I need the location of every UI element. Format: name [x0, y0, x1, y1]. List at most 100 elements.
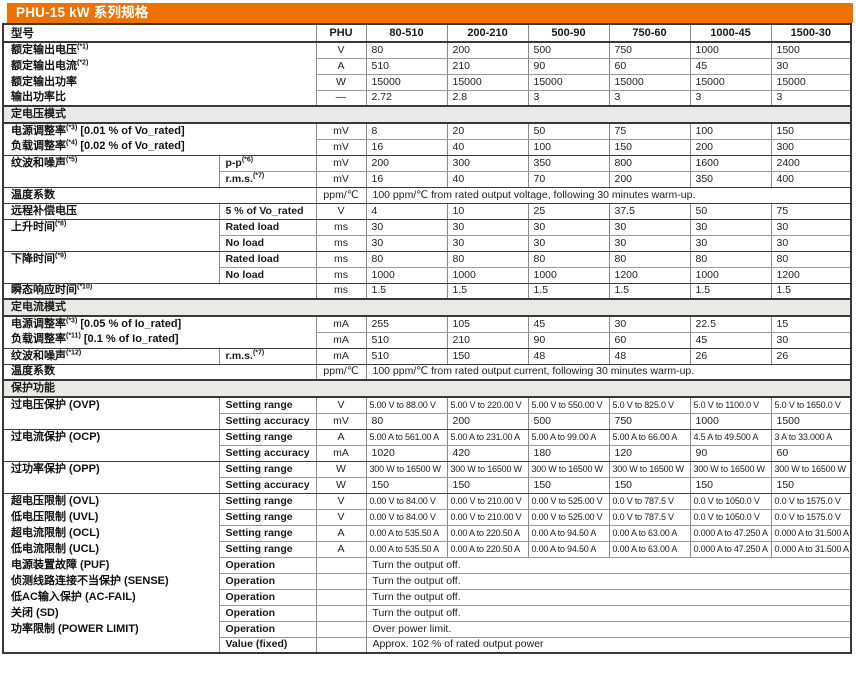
row-unit — [315, 621, 366, 638]
cell-value: 2.72 — [365, 90, 447, 107]
row-label: 关闭 (SD) — [11, 606, 59, 619]
cell-value: 510 — [365, 58, 447, 75]
row-unit: mV — [315, 139, 366, 156]
row-label: 上升时间(*8) — [11, 220, 67, 233]
cell-value: 0.00 A to 535.50 A — [365, 525, 447, 542]
cell-value: 150 — [527, 477, 609, 494]
cell-value: 90 — [527, 58, 609, 75]
series-title-bar: PHU-15 kW 系列规格 — [7, 3, 853, 23]
cell-value: 30 — [608, 316, 690, 333]
cell-value: 75 — [608, 123, 690, 140]
spec-row: 额定输出电压(*1) V 80 200 500 750 1000 1500 — [3, 42, 851, 59]
row-sub-label: Operation — [218, 557, 316, 574]
cell-value: 200 — [608, 171, 690, 188]
cell-value: 5.00 A to 99.00 A — [527, 429, 609, 446]
cell-value: 30 — [365, 219, 447, 236]
cell-value: 0.00 A to 220.50 A — [446, 525, 528, 542]
spec-row: 低电流限制 (UCL) Setting range A 0.00 A to 535.5… — [3, 541, 851, 558]
cell-value: 1500 — [770, 413, 851, 430]
model-name-header: 750-60 — [608, 24, 690, 43]
row-label: 超电流限制 (OCL) — [11, 526, 100, 539]
row-label — [3, 171, 219, 188]
cell-value: 0.00 V to 210.00 V — [446, 493, 528, 510]
row-label: 瞬态响应时间(*10) — [3, 283, 316, 300]
cell-value: 80 — [365, 251, 447, 268]
row-label: 电源调整率(*3) [0.05 % of Io_rated] — [11, 317, 182, 330]
spec-row: 额定输出电流(*2) A 510 210 90 60 45 30 — [3, 58, 851, 75]
row-label: 功率限制 (POWER LIMIT) — [11, 622, 139, 635]
spec-row: 超电压限制 (OVL) Setting range V 0.00 V to 84.00… — [3, 493, 851, 510]
cell-value: 300 — [770, 139, 851, 156]
row-label: 纹波和噪声(*5) — [11, 156, 78, 169]
cell-value: 30 — [770, 219, 851, 236]
cell-value: 30 — [446, 219, 528, 236]
cell-value: 30 — [365, 235, 447, 252]
cell-value: 0.0 V to 787.5 V — [608, 493, 690, 510]
cell-value: 60 — [770, 445, 851, 462]
spec-row: 负载调整率(*11) [0.1 % of Io_rated] mA 510 210 90… — [3, 332, 851, 349]
spec-row: Setting accuracy mV 80 200 500 750 1000 1500 — [3, 413, 851, 430]
cell-value: 80 — [365, 42, 447, 59]
row-sub-label: Operation — [218, 589, 316, 606]
cell-value: 1000 — [365, 267, 447, 284]
spec-row: 温度系数 ppm/℃ 100 ppm/℃ from rated output vol… — [3, 187, 851, 204]
row-unit: ppm/℃ — [315, 187, 366, 204]
cell-value: 80 — [608, 251, 690, 268]
cell-value: 25 — [527, 203, 609, 220]
cell-value: 70 — [527, 171, 609, 188]
cell-value: 350 — [689, 171, 771, 188]
row-label — [3, 267, 219, 284]
cell-value: 1200 — [608, 267, 690, 284]
spec-row: 过电压保护 (OVP) Setting range V 5.00 V to 88.00… — [3, 397, 851, 414]
row-label: 过电流保护 (OCP) — [11, 430, 101, 443]
row-sub-label: Setting range — [218, 509, 316, 526]
cell-value: 1000 — [689, 267, 771, 284]
row-unit: W — [315, 74, 366, 91]
cell-value: 3 — [608, 90, 690, 107]
row-unit: V — [315, 509, 366, 526]
cell-value: 40 — [446, 139, 528, 156]
cell-value: 40 — [446, 171, 528, 188]
cell-value: 15000 — [689, 74, 771, 91]
cell-value: 500 — [527, 413, 609, 430]
row-sub-label: No load — [218, 267, 316, 284]
row-label: 过功率保护 (OPP) — [11, 462, 100, 475]
row-unit: V — [315, 397, 366, 414]
cell-value: 210 — [446, 332, 528, 349]
cell-value: 300 W to 16500 W — [527, 461, 609, 478]
row-unit: ms — [315, 235, 366, 252]
cell-value: 150 — [689, 477, 771, 494]
cell-value: 16 — [365, 171, 447, 188]
spec-row: Value (fixed) Approx. 102 % of rated outp… — [3, 637, 851, 653]
cell-value: 255 — [365, 316, 447, 333]
cell-value: 200 — [689, 139, 771, 156]
cell-value: 30 — [689, 219, 771, 236]
row-unit: A — [315, 541, 366, 558]
cell-value: 22.5 — [689, 316, 771, 333]
section-title: 保护功能 — [3, 379, 851, 398]
cell-value: 180 — [527, 445, 609, 462]
cell-value: 150 — [770, 477, 851, 494]
cell-value: 5.00 V to 220.00 V — [446, 397, 528, 414]
cell-value: 200 — [365, 155, 447, 172]
spec-row: No load ms 30 30 30 30 30 30 — [3, 235, 851, 252]
cell-value-span: 100 ppm/℃ from rated output current, fol… — [365, 364, 851, 381]
cell-value: 100 — [527, 139, 609, 156]
spec-row: 低电压限制 (UVL) Setting range V 0.00 V to 84.00… — [3, 509, 851, 526]
model-name-header: 200-210 — [446, 24, 528, 43]
cell-value: 0.000 A to 47.250 A — [689, 525, 771, 542]
cell-value: 300 W to 16500 W — [608, 461, 690, 478]
series-title: PHU-15 kW 系列规格 — [16, 5, 149, 20]
cell-value: 5.00 A to 231.00 A — [446, 429, 528, 446]
cell-value: 500 — [527, 42, 609, 59]
cell-value-span: Turn the output off. — [365, 605, 851, 622]
cell-value: 150 — [446, 348, 528, 365]
row-sub-label: r.m.s.(*7) — [218, 171, 316, 188]
row-label: 侦测线路连接不当保护 (SENSE) — [11, 574, 169, 587]
row-sub-label: Setting range — [218, 397, 316, 414]
cell-value: 5.0 V to 1650.0 V — [770, 397, 851, 414]
cell-value: 210 — [446, 58, 528, 75]
cell-value: 0.00 A to 535.50 A — [365, 541, 447, 558]
row-label: 下降时间(*9) — [11, 252, 67, 265]
unit-column-header: PHU — [315, 24, 366, 43]
